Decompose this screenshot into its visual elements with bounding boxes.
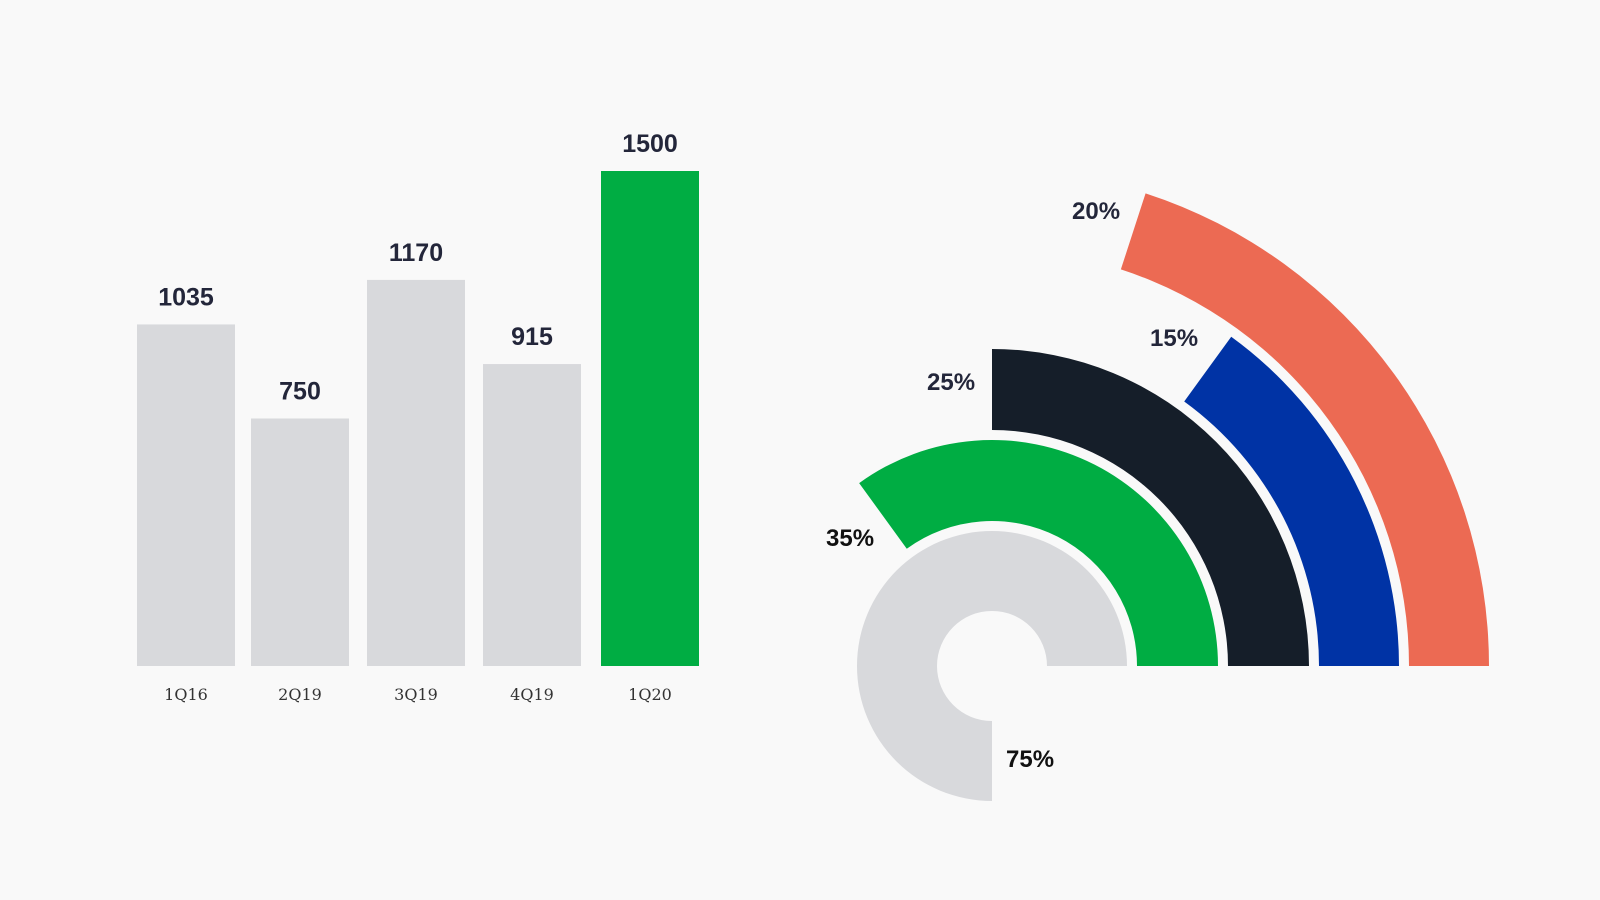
bar-value-label: 915 (511, 323, 553, 351)
radial-value-label: 25% (927, 369, 975, 396)
bar-1Q20 (601, 171, 699, 666)
bar-value-label: 1500 (622, 130, 678, 158)
bar-value-label: 1035 (158, 283, 214, 311)
radial-arc-15-percent (1184, 336, 1399, 666)
bar-chart: 1035 1Q16 750 2Q19 1170 3Q19 915 4Q19 1500 1Q20 (137, 130, 699, 704)
category-tick-label: 1Q20 (628, 685, 672, 704)
radial-value-label: 75% (1006, 746, 1054, 773)
radial-value-label: 15% (1150, 325, 1198, 352)
radial-value-label: 20% (1072, 198, 1120, 225)
category-tick-label: 3Q19 (394, 685, 438, 704)
bar-3Q19 (367, 279, 465, 666)
category-tick-label: 1Q16 (164, 685, 208, 704)
radial-bar-chart: 75% 35% 25% 15% 20% (826, 193, 1489, 801)
bar-value-label: 1170 (389, 239, 443, 267)
radial-value-label: 35% (826, 525, 874, 552)
radial-arc-20-percent (1120, 193, 1489, 666)
radial-arc-25-percent (992, 349, 1309, 666)
radial-arc-75-percent (857, 531, 1127, 801)
bar-1Q16 (137, 324, 235, 666)
bar-value-label: 750 (279, 378, 321, 406)
bar-2Q19 (251, 418, 349, 666)
bar-4Q19 (483, 364, 581, 666)
radial-arc-35-percent (859, 439, 1218, 666)
category-tick-label: 4Q19 (510, 685, 554, 704)
category-tick-label: 2Q19 (278, 685, 322, 704)
